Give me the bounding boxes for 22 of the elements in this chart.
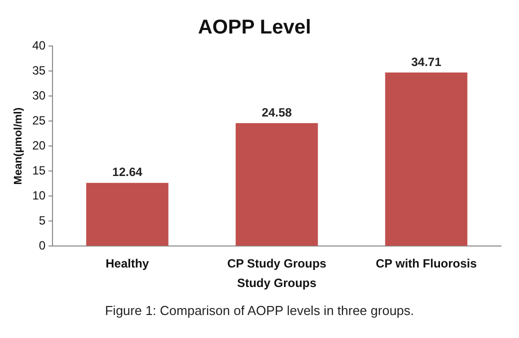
y-tick-label: 25 — [32, 113, 46, 128]
y-tick-label: 5 — [38, 213, 46, 228]
data-label: 34.71 — [411, 54, 442, 69]
bar — [86, 182, 168, 246]
y-tick-label: 20 — [32, 138, 46, 152]
bar — [385, 72, 468, 246]
x-tick-label: CP with Fluorosis — [376, 256, 478, 271]
x-tick-label: Healthy — [106, 256, 150, 271]
y-tick-label: 0 — [38, 238, 46, 253]
y-axis-title: Mean(µmol/ml) — [12, 107, 25, 185]
chart-title: AOPP Level — [198, 16, 312, 39]
y-tick-label: 40 — [32, 38, 46, 52]
x-axis-title: Study Groups — [237, 276, 317, 290]
data-label: 24.58 — [262, 105, 292, 120]
x-tick-label: CP Study Groups — [227, 256, 327, 271]
y-tick-label: 30 — [32, 88, 46, 102]
y-tick-label: 15 — [32, 163, 46, 178]
bar — [236, 123, 318, 246]
caption: Figure 1: Comparison of AOPP levels in three groups. — [104, 303, 416, 318]
data-label: 12.64 — [112, 165, 143, 180]
y-tick-label: 10 — [32, 188, 46, 202]
y-tick-label: 35 — [32, 63, 46, 78]
